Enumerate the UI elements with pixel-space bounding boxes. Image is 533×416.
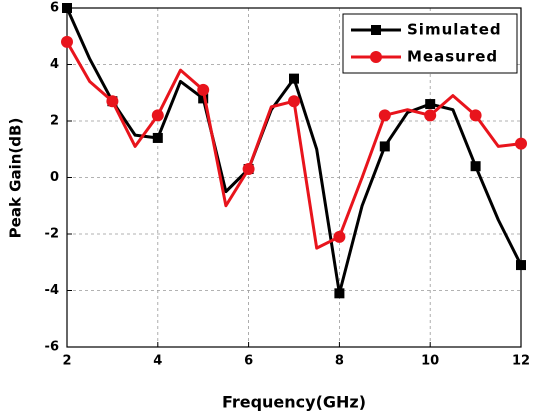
y-tick-label: 4 xyxy=(50,57,59,72)
x-tick-label: 6 xyxy=(244,354,253,369)
data-point xyxy=(516,260,526,271)
data-point xyxy=(61,35,73,48)
legend-marker xyxy=(370,51,382,63)
data-point xyxy=(62,3,72,13)
data-point xyxy=(197,83,210,96)
data-point xyxy=(515,137,527,150)
data-point xyxy=(470,161,481,172)
y-axis-label: Peak Gain(dB) xyxy=(7,118,25,239)
data-point xyxy=(334,288,345,299)
y-tick-label: -6 xyxy=(45,340,59,355)
data-point xyxy=(152,132,163,143)
data-point xyxy=(289,73,299,84)
x-tick-label: 10 xyxy=(421,354,439,369)
x-tick-label: 2 xyxy=(62,354,71,369)
data-point xyxy=(198,93,209,104)
data-point xyxy=(379,141,390,152)
data-point xyxy=(333,230,346,243)
legend-label: Simulated xyxy=(407,21,502,39)
legend-marker xyxy=(371,25,381,35)
x-tick-label: 12 xyxy=(512,354,530,369)
y-tick-label: 2 xyxy=(50,114,59,129)
y-tick-label: 0 xyxy=(50,170,59,185)
data-point xyxy=(106,95,119,108)
x-tick-label: 8 xyxy=(335,354,344,369)
x-axis-label: Frequency(GHz) xyxy=(222,393,366,412)
legend-box xyxy=(342,13,518,74)
data-point xyxy=(425,99,436,110)
plot-frame xyxy=(66,7,522,348)
legend-label: Measured xyxy=(407,48,498,66)
data-point xyxy=(469,109,482,122)
y-tick-label: -2 xyxy=(45,227,59,242)
x-tick-label: 4 xyxy=(153,354,162,369)
data-point xyxy=(378,109,391,122)
y-tick-label: -4 xyxy=(45,283,59,298)
data-point xyxy=(242,163,255,176)
data-point xyxy=(288,95,300,108)
data-point xyxy=(424,109,437,122)
y-tick-label: 6 xyxy=(50,1,59,16)
data-point xyxy=(151,109,164,122)
